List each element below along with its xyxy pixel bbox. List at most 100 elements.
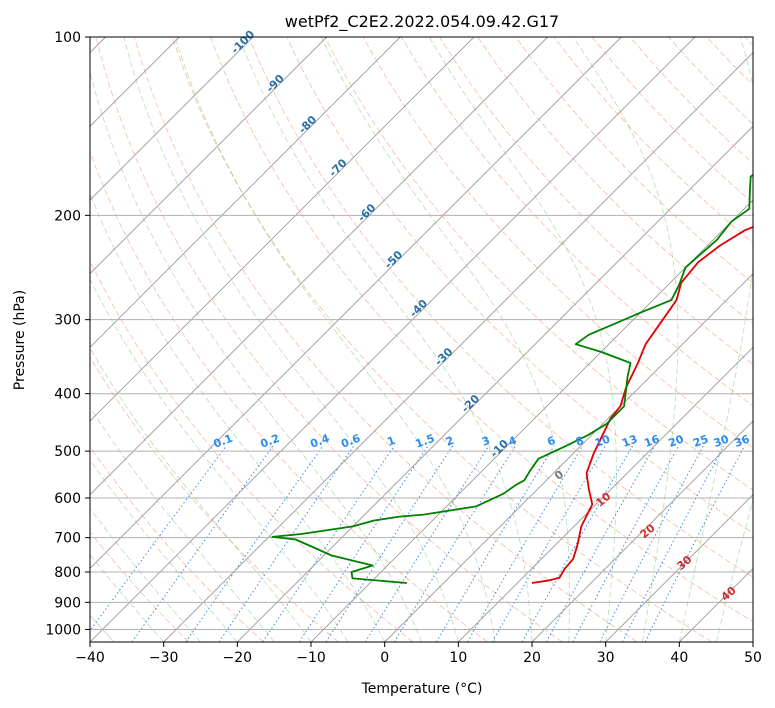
moist-adiabat — [90, 192, 386, 642]
dry-adiabat — [591, 37, 753, 204]
moist-adiabat — [678, 37, 753, 642]
isotherm — [90, 37, 622, 569]
dry-adiabat — [515, 37, 753, 284]
dry-adiabat — [744, 37, 753, 47]
dry-adiabat — [133, 37, 638, 642]
mixing-ratio-line — [393, 445, 516, 642]
mixing-ratio-label: 2 — [444, 434, 456, 449]
isotherm — [90, 37, 696, 642]
mixing-ratio-line — [325, 445, 454, 642]
y-tick-label: 500 — [54, 444, 81, 460]
moist-adiabat — [428, 37, 617, 642]
mixing-ratio-line — [467, 445, 584, 642]
isotherm-label: -20 — [459, 392, 482, 415]
isotherm-label: -50 — [382, 248, 405, 271]
mixing-ratio-line — [545, 445, 656, 642]
x-tick-label: 40 — [670, 650, 688, 666]
moist-adiabat — [90, 553, 165, 642]
y-tick-label: 900 — [54, 595, 81, 611]
isotherm — [752, 641, 753, 642]
mixing-ratio-label: 8 — [574, 434, 586, 449]
isotherm — [310, 199, 753, 642]
mixing-ratio-label: 0.4 — [309, 432, 332, 451]
isotherm-label: -70 — [326, 156, 349, 179]
dry-adiabat — [95, 37, 563, 642]
dry-adiabat — [210, 37, 753, 623]
temperature-trace — [531, 226, 753, 584]
y-axis-title: Pressure (hPa) — [12, 290, 28, 390]
dewpoint-trace — [271, 173, 753, 584]
dry-adiabat — [90, 356, 339, 642]
mixing-ratio-label: 4 — [507, 434, 519, 449]
moist-adiabat — [715, 498, 753, 642]
moist-adiabat — [238, 37, 533, 642]
dry-adiabat — [90, 150, 488, 642]
moist-adiabat — [90, 406, 275, 642]
x-tick-label: −30 — [149, 650, 179, 666]
mixing-ratio-label: 30 — [712, 432, 731, 450]
mixing-ratio-label: 6 — [545, 434, 557, 449]
x-tick-label: −10 — [296, 650, 326, 666]
x-axis-title: Temperature (°C) — [361, 681, 483, 697]
isotherm — [384, 273, 753, 642]
isotherm — [90, 37, 548, 496]
isotherm — [163, 52, 753, 642]
mixing-ratio-line — [185, 445, 324, 642]
dry-adiabat — [706, 37, 753, 86]
mixing-ratio-line — [572, 445, 680, 642]
isotherm — [679, 567, 753, 642]
mixing-ratio-label: 1.5 — [414, 432, 437, 451]
mixing-ratio-label: 25 — [691, 433, 710, 450]
x-tick-label: 30 — [597, 650, 615, 666]
isotherm-label: -40 — [407, 297, 430, 320]
x-tick-label: −40 — [75, 650, 105, 666]
plot-frame — [89, 36, 754, 643]
moist-adiabat-label: 40 — [719, 584, 739, 604]
dry-adiabat — [90, 531, 190, 642]
y-tick-label: 800 — [54, 565, 81, 581]
grid — [90, 37, 753, 642]
mixing-ratio-label: 3 — [480, 434, 492, 449]
isotherm-label: -100 — [229, 28, 258, 57]
isotherm-label: -80 — [296, 113, 319, 136]
y-tick-label: 100 — [54, 30, 81, 46]
isotherm — [90, 37, 475, 422]
mixing-ratio-label: 16 — [642, 432, 661, 450]
mixing-ratio-line — [131, 445, 274, 642]
mixing-ratio-line — [262, 445, 395, 642]
dry-adiabat — [477, 37, 753, 325]
isotherm — [90, 37, 254, 201]
isotherm — [90, 37, 327, 275]
mixing-ratio-label: 1 — [385, 434, 397, 449]
moist-adiabat — [90, 347, 312, 642]
y-axis: 100 200 300 400 500 600 700 800 900 1000 — [45, 30, 90, 638]
mixing-ratio-label: 36 — [733, 432, 752, 450]
isotherm — [90, 37, 401, 348]
dry-adiabat — [171, 37, 712, 642]
isotherm — [605, 494, 753, 642]
dry-adiabat — [668, 37, 753, 125]
profile-traces — [271, 173, 753, 584]
y-tick-label: 200 — [54, 208, 81, 224]
y-tick-label: 600 — [54, 491, 81, 507]
isotherm-label: -30 — [432, 345, 455, 368]
moist-adiabat — [572, 37, 679, 642]
x-tick-label: −20 — [223, 650, 253, 666]
x-tick-label: 0 — [380, 650, 389, 666]
mixing-ratio-label: 0.2 — [259, 432, 282, 451]
isotherm-label: -90 — [264, 72, 287, 95]
mixing-ratio-line — [218, 445, 355, 642]
mixing-ratio-line — [435, 445, 555, 642]
y-tick-label: 1000 — [45, 622, 81, 638]
x-tick-label: 20 — [523, 650, 541, 666]
dry-adiabat — [400, 37, 753, 407]
dry-adiabat — [439, 37, 753, 365]
moist-adiabat — [90, 459, 238, 642]
mixing-ratio-label: 13 — [620, 433, 639, 450]
mixing-ratio-line — [644, 445, 746, 642]
moist-adiabat — [90, 507, 201, 642]
mixing-ratio-line — [364, 445, 490, 642]
mixing-ratio-line — [599, 445, 704, 642]
isotherm-label: -60 — [355, 201, 378, 224]
